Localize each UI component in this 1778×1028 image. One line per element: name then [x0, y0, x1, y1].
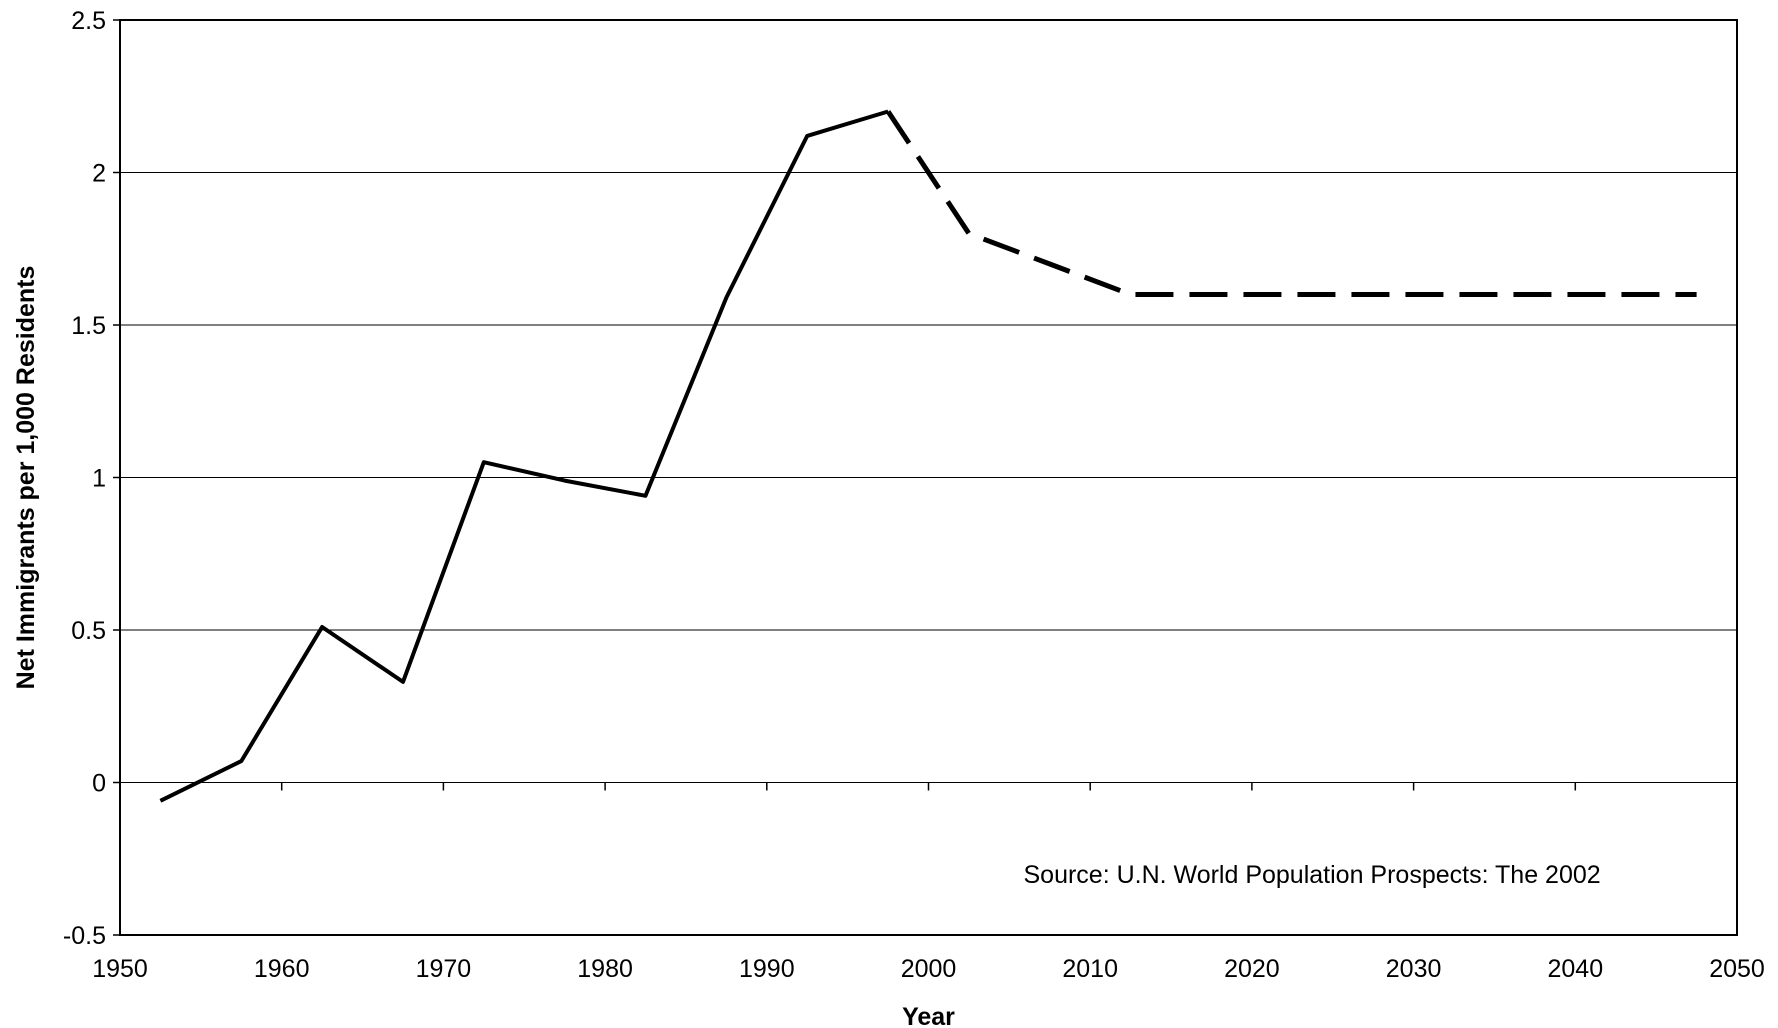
- x-tick-label: 1990: [739, 955, 795, 983]
- x-tick-label: 1960: [254, 955, 310, 983]
- projection-series-line: [886, 110, 1697, 297]
- x-tick-label: 1980: [577, 955, 633, 983]
- data-series: [159, 109, 1697, 803]
- gridlines: [120, 172, 1737, 783]
- y-tick-label: 1.5: [71, 312, 106, 340]
- source-annotation: Source: U.N. World Population Prospects:…: [1024, 861, 1601, 889]
- x-tick-label: 1950: [92, 955, 148, 983]
- y-tick-label: 2.5: [71, 7, 106, 35]
- y-axis-title: Net Immigrants per 1,000 Residents: [12, 266, 40, 690]
- axis-ticks: [113, 19, 1577, 936]
- y-tick-label: 2: [92, 160, 106, 188]
- x-tick-label: 2000: [901, 955, 957, 983]
- x-axis-title: Year: [902, 1003, 955, 1028]
- historical-series-line: [159, 109, 889, 803]
- x-tick-label: 2020: [1224, 955, 1280, 983]
- y-tick-label: 1: [92, 465, 106, 493]
- y-tick-label: 0: [92, 770, 106, 798]
- x-tick-label: 1970: [416, 955, 472, 983]
- x-tick-label: 2040: [1547, 955, 1603, 983]
- tick-labels: -0.5 0 0.5 1 1.5 2 2.5 1950 1960 1970 1980 1990 2000…: [63, 7, 1765, 983]
- y-tick-label: 0.5: [71, 617, 106, 645]
- x-tick-label: 2010: [1062, 955, 1118, 983]
- x-tick-label: 2030: [1386, 955, 1442, 983]
- y-tick-label: -0.5: [63, 922, 106, 950]
- x-tick-label: 2050: [1709, 955, 1765, 983]
